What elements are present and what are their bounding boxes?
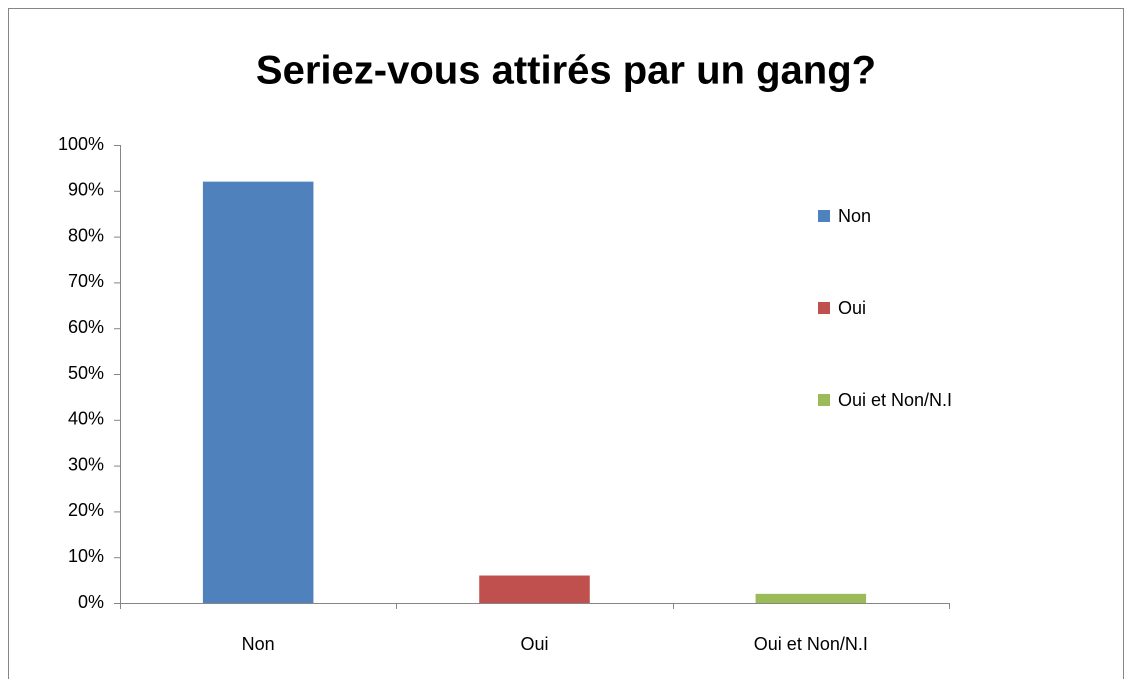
legend-label: Oui [838, 298, 866, 318]
legend-swatch [818, 394, 830, 406]
legend-label: Oui et Non/N.I [838, 390, 952, 410]
y-tick-label: 40% [68, 409, 104, 429]
legend-label: Non [838, 206, 871, 226]
y-tick-label: 90% [68, 180, 104, 200]
legend-swatch [818, 302, 830, 314]
x-tick-label: Oui et Non/N.I [754, 634, 868, 654]
y-tick-label: 10% [68, 546, 104, 566]
y-tick-label: 50% [68, 363, 104, 383]
y-tick-label: 20% [68, 500, 104, 520]
x-tick-label: Non [242, 634, 275, 654]
y-tick-label: 70% [68, 271, 104, 291]
y-tick-label: 100% [58, 134, 104, 154]
chart-title: Seriez-vous attirés par un gang? [256, 49, 876, 93]
bar [202, 181, 314, 603]
y-tick-label: 60% [68, 317, 104, 337]
x-tick-label: Oui [520, 634, 548, 654]
y-tick-label: 0% [78, 592, 104, 612]
bar [755, 593, 867, 603]
y-tick-label: 80% [68, 225, 104, 245]
y-tick-label: 30% [68, 454, 104, 474]
legend-swatch [818, 210, 830, 222]
chart-border [8, 8, 1124, 679]
bar [479, 575, 590, 603]
